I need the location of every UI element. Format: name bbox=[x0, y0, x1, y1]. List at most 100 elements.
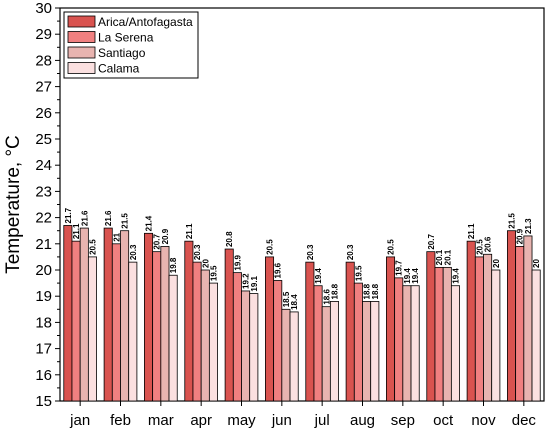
data-label-apr-calama: 19.5 bbox=[209, 265, 218, 281]
data-label-oct-arica-antofagasta: 20.7 bbox=[427, 234, 436, 250]
x-tick-label-jun: jun bbox=[271, 412, 292, 429]
bar-sep-la-serena bbox=[394, 277, 404, 402]
y-tick-label: 21 bbox=[35, 236, 52, 253]
data-label-may-arica-antofagasta: 20.8 bbox=[225, 231, 234, 247]
y-tick-label: 18 bbox=[35, 314, 52, 331]
bar-nov-la-serena bbox=[474, 256, 484, 402]
bar-may-santiago bbox=[241, 290, 251, 402]
bar-apr-santiago bbox=[200, 269, 210, 402]
y-tick-label: 27 bbox=[35, 79, 52, 96]
y-tick-label: 22 bbox=[35, 210, 52, 227]
legend-label-la-serena: La Serena bbox=[98, 31, 154, 45]
bar-may-calama bbox=[249, 293, 259, 402]
x-tick-label-aug: aug bbox=[350, 412, 375, 429]
bar-mar-arica-antofagasta bbox=[144, 232, 154, 402]
data-label-nov-arica-antofagasta: 21.1 bbox=[467, 223, 476, 239]
bar-jun-santiago bbox=[281, 308, 291, 402]
legend-label-arica-antofagasta: Arica/Antofagasta bbox=[98, 15, 193, 29]
bar-jan-santiago bbox=[79, 227, 89, 402]
bar-jun-calama bbox=[289, 311, 299, 402]
bar-mar-santiago bbox=[160, 246, 170, 402]
bar-oct-santiago bbox=[442, 266, 452, 402]
bar-nov-santiago bbox=[483, 253, 493, 402]
x-tick-label-dec: dec bbox=[512, 412, 537, 429]
bar-oct-la-serena bbox=[434, 266, 444, 402]
data-label-jun-santiago: 18.5 bbox=[282, 291, 291, 307]
data-label-aug-arica-antofagasta: 20.3 bbox=[346, 244, 355, 260]
data-label-jan-calama: 20.5 bbox=[88, 239, 97, 255]
bar-aug-arica-antofagasta bbox=[345, 261, 355, 402]
data-label-dec-arica-antofagasta: 21.5 bbox=[508, 213, 517, 229]
bar-mar-calama bbox=[168, 274, 178, 402]
bar-dec-santiago bbox=[523, 235, 533, 402]
bar-aug-santiago bbox=[362, 301, 372, 402]
bar-jul-santiago bbox=[321, 306, 331, 402]
y-tick-label: 23 bbox=[35, 183, 52, 200]
data-label-aug-santiago: 18.8 bbox=[363, 283, 372, 299]
data-label-jul-calama: 18.8 bbox=[330, 283, 339, 299]
bars-layer bbox=[63, 225, 541, 402]
y-tick-label: 24 bbox=[35, 157, 52, 174]
y-axis-label: Temperature, °C bbox=[3, 135, 24, 274]
legend-label-calama: Calama bbox=[98, 62, 140, 76]
x-tick-label-sep: sep bbox=[391, 412, 415, 429]
x-tick-label-mar: mar bbox=[148, 412, 174, 429]
bar-apr-arica-antofagasta bbox=[184, 240, 194, 402]
bar-jan-calama bbox=[87, 256, 97, 402]
data-label-apr-santiago: 20 bbox=[201, 259, 210, 268]
data-label-dec-la-serena: 20.9 bbox=[516, 228, 525, 244]
data-label-feb-la-serena: 21 bbox=[112, 232, 121, 241]
bar-jul-calama bbox=[329, 301, 339, 402]
bar-may-la-serena bbox=[232, 272, 242, 402]
bar-nov-calama bbox=[491, 269, 501, 402]
bar-dec-arica-antofagasta bbox=[507, 230, 517, 402]
data-label-nov-la-serena: 20.5 bbox=[475, 239, 484, 255]
data-label-may-la-serena: 19.9 bbox=[233, 254, 242, 270]
bar-apr-la-serena bbox=[192, 261, 202, 402]
data-label-sep-arica-antofagasta: 20.5 bbox=[387, 239, 396, 255]
bar-dec-calama bbox=[531, 269, 541, 402]
x-tick-label-apr: apr bbox=[190, 412, 212, 429]
y-tick-label: 30 bbox=[35, 0, 52, 17]
data-label-mar-calama: 19.8 bbox=[169, 257, 178, 273]
bar-sep-arica-antofagasta bbox=[386, 256, 396, 402]
data-label-apr-la-serena: 20.3 bbox=[193, 244, 202, 260]
data-label-jul-santiago: 18.6 bbox=[322, 289, 331, 305]
x-tick-label-feb: feb bbox=[110, 412, 131, 429]
y-tick-label: 25 bbox=[35, 131, 52, 148]
y-tick-label: 26 bbox=[35, 105, 52, 122]
data-label-sep-la-serena: 19.7 bbox=[395, 260, 404, 276]
data-label-dec-santiago: 21.3 bbox=[524, 218, 533, 234]
legend-label-santiago: Santiago bbox=[98, 46, 146, 60]
data-label-jun-la-serena: 19.6 bbox=[274, 262, 283, 278]
data-label-aug-la-serena: 19.5 bbox=[354, 265, 363, 281]
bar-jul-arica-antofagasta bbox=[305, 261, 315, 402]
data-label-sep-santiago: 19.4 bbox=[403, 268, 412, 284]
x-tick-label-jan: jan bbox=[69, 412, 90, 429]
bar-sep-calama bbox=[410, 285, 420, 402]
data-label-nov-calama: 20 bbox=[492, 259, 501, 268]
legend-swatch-la-serena bbox=[67, 31, 96, 43]
data-label-jan-arica-antofagasta: 21.7 bbox=[64, 207, 73, 223]
data-label-jan-la-serena: 21.1 bbox=[72, 223, 81, 239]
y-tick-label: 20 bbox=[35, 262, 52, 279]
bar-aug-la-serena bbox=[353, 282, 363, 402]
data-label-nov-santiago: 20.6 bbox=[484, 236, 493, 252]
bar-may-arica-antofagasta bbox=[224, 248, 234, 402]
data-label-sep-calama: 19.4 bbox=[411, 268, 420, 284]
data-label-jul-la-serena: 19.4 bbox=[314, 268, 323, 284]
x-tick-label-jul: jul bbox=[314, 412, 330, 429]
bar-jul-la-serena bbox=[313, 285, 323, 402]
legend-swatch-calama bbox=[67, 62, 96, 74]
data-label-oct-santiago: 20.1 bbox=[443, 249, 452, 265]
y-tick-label: 16 bbox=[35, 367, 52, 384]
data-label-mar-la-serena: 20.7 bbox=[153, 234, 162, 250]
data-label-may-calama: 19.1 bbox=[250, 275, 259, 291]
data-label-jan-santiago: 21.6 bbox=[80, 210, 89, 226]
data-label-mar-santiago: 20.9 bbox=[161, 228, 170, 244]
